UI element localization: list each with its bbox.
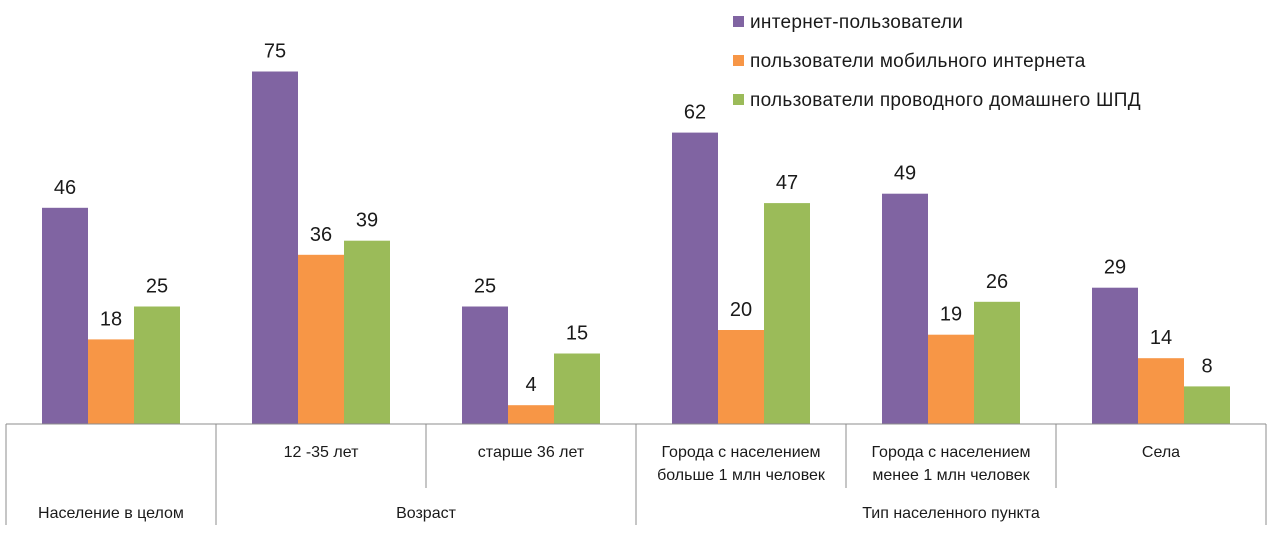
value-label-2-cat-4: 20 <box>730 299 752 321</box>
value-label-1-cat-1: 46 <box>54 177 76 199</box>
bar-1-cat-1 <box>42 207 88 424</box>
value-label-1-cat-6: 29 <box>1104 257 1126 279</box>
value-label-1-cat-3: 25 <box>474 276 496 298</box>
bar-3-cat-1 <box>134 306 180 424</box>
bar-1-cat-4 <box>672 132 718 424</box>
value-label-3-cat-1: 25 <box>146 276 168 298</box>
value-label-1-cat-4: 62 <box>684 102 706 124</box>
value-label-2-cat-1: 18 <box>100 308 122 330</box>
group-label-3: Тип населенного пункта <box>862 505 1040 522</box>
bar-1-cat-6 <box>1092 287 1138 424</box>
category-label-6: Села <box>1142 444 1180 461</box>
value-label-3-cat-3: 15 <box>566 323 588 345</box>
legend-label-1: интернет-пользователи <box>750 12 963 33</box>
value-label-3-cat-6: 8 <box>1201 355 1212 377</box>
group-label-2: Возраст <box>396 505 457 522</box>
bar-2-cat-1 <box>88 339 134 424</box>
bar-3-cat-6 <box>1184 386 1230 424</box>
legend: интернет-пользователи пользователи мобиль… <box>733 12 1141 111</box>
value-label-2-cat-2: 36 <box>310 224 332 246</box>
category-label-5-line-2: менее 1 млн человек <box>872 467 1030 484</box>
bar-3-cat-3 <box>554 353 600 424</box>
value-label-3-cat-2: 39 <box>356 210 378 232</box>
bar-2-cat-6 <box>1138 358 1184 424</box>
legend-swatch-3 <box>733 94 744 105</box>
legend-label-3: пользователи проводного домашнего ШПД <box>750 90 1141 111</box>
value-label-2-cat-6: 14 <box>1150 327 1172 349</box>
legend-swatch-1 <box>733 16 744 27</box>
bar-3-cat-4 <box>764 203 810 424</box>
value-label-3-cat-5: 26 <box>986 271 1008 293</box>
bar-2-cat-2 <box>298 254 344 424</box>
bar-2-cat-4 <box>718 330 764 424</box>
category-label-4-line-1: Города с населением <box>661 444 820 461</box>
value-label-2-cat-5: 19 <box>940 304 962 326</box>
category-label-2: 12 -35 лет <box>284 444 360 461</box>
bar-3-cat-2 <box>344 240 390 424</box>
value-label-2-cat-3: 4 <box>525 374 536 396</box>
category-label-3: старше 36 лет <box>478 444 585 461</box>
value-label-3-cat-4: 47 <box>776 172 798 194</box>
legend-swatch-2 <box>733 55 744 66</box>
bar-1-cat-5 <box>882 193 928 424</box>
bar-1-cat-3 <box>462 306 508 424</box>
group-label-1: Население в целом <box>38 505 184 522</box>
bar-2-cat-3 <box>508 405 554 424</box>
category-axis: 12 -35 лет старше 36 лет Города с населени… <box>5 423 1267 525</box>
legend-label-2: пользователи мобильного интернета <box>750 51 1086 72</box>
category-label-4-line-2: больше 1 млн человек <box>657 467 826 484</box>
bar-1-cat-2 <box>252 71 298 424</box>
value-label-1-cat-5: 49 <box>894 163 916 185</box>
plot-area: 46 18 25 75 36 39 25 4 15 62 20 47 49 19 26 29 14 8 <box>42 41 1230 424</box>
value-label-1-cat-2: 75 <box>264 41 286 63</box>
bar-3-cat-5 <box>974 301 1020 424</box>
category-label-5-line-1: Города с населением <box>871 444 1030 461</box>
bar-2-cat-5 <box>928 334 974 424</box>
